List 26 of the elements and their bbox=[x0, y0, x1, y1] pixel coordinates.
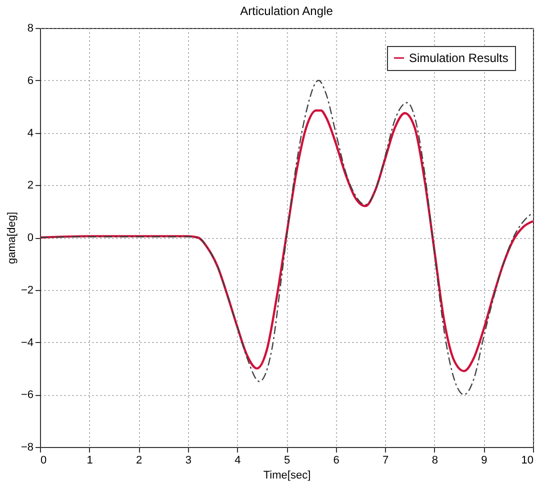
x-tick-label: 2 bbox=[136, 454, 142, 466]
y-tick-label: −4 bbox=[20, 336, 34, 349]
y-tick-label: −6 bbox=[20, 389, 34, 402]
x-tick-label: 6 bbox=[333, 454, 340, 466]
y-tick-label: −2 bbox=[20, 284, 34, 296]
line-series bbox=[39, 80, 534, 396]
x-axis-title: Time[sec] bbox=[263, 470, 311, 482]
x-tick-label: 3 bbox=[185, 454, 192, 466]
y-tick-label: 0 bbox=[27, 232, 34, 244]
legend-label: Simulation Results bbox=[409, 51, 508, 65]
x-tick-label: 7 bbox=[382, 454, 389, 466]
y-tick-label: −8 bbox=[20, 442, 34, 454]
x-tick-label: 8 bbox=[432, 454, 438, 466]
x-tick-label: 9 bbox=[481, 454, 488, 466]
x-tick-label: 1 bbox=[86, 454, 93, 466]
x-tick-label: 5 bbox=[284, 454, 290, 466]
x-tick-label: 4 bbox=[234, 454, 241, 466]
x-tick-label: 10 bbox=[521, 454, 534, 466]
y-tick-label: 8 bbox=[27, 22, 34, 34]
y-tick-label: 6 bbox=[27, 74, 34, 87]
line-series bbox=[38, 109, 534, 372]
y-axis-title: gama[deg] bbox=[6, 212, 18, 264]
y-tick-label: 4 bbox=[27, 127, 34, 140]
chart-title: Articulation Angle bbox=[240, 4, 334, 18]
x-tick-label: 0 bbox=[40, 454, 47, 466]
y-tick-label: 2 bbox=[27, 180, 34, 192]
